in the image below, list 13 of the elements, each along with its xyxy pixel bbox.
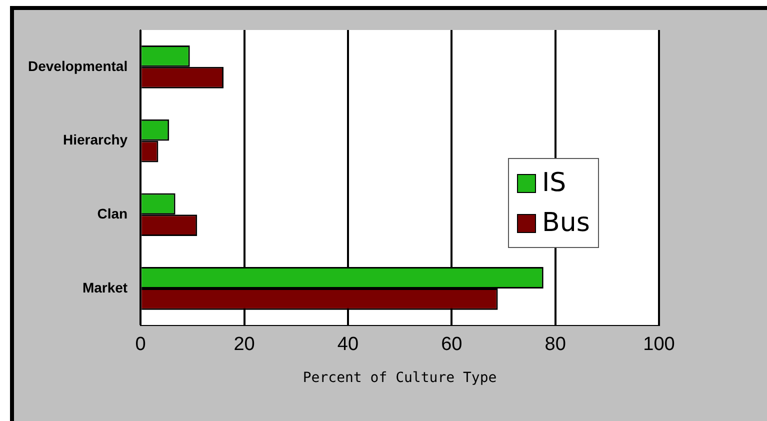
x-tick-label: 60 <box>441 334 462 356</box>
legend-label: IS <box>541 167 568 200</box>
x-tick-label: 40 <box>337 334 359 356</box>
y-tick-label: Market <box>82 279 128 296</box>
x-axis-title: Percent of Culture Type <box>302 370 497 386</box>
y-tick-label: Developmental <box>28 58 128 74</box>
x-tick-label: 20 <box>234 334 255 356</box>
x-tick-label: 80 <box>544 334 566 356</box>
x-tick-label: 0 <box>135 334 146 356</box>
y-tick-label: Hierarchy <box>62 132 128 148</box>
y-tick-label: Clan <box>97 205 128 222</box>
x-tick-label: 100 <box>643 334 675 356</box>
legend-label: Bus <box>541 207 590 240</box>
